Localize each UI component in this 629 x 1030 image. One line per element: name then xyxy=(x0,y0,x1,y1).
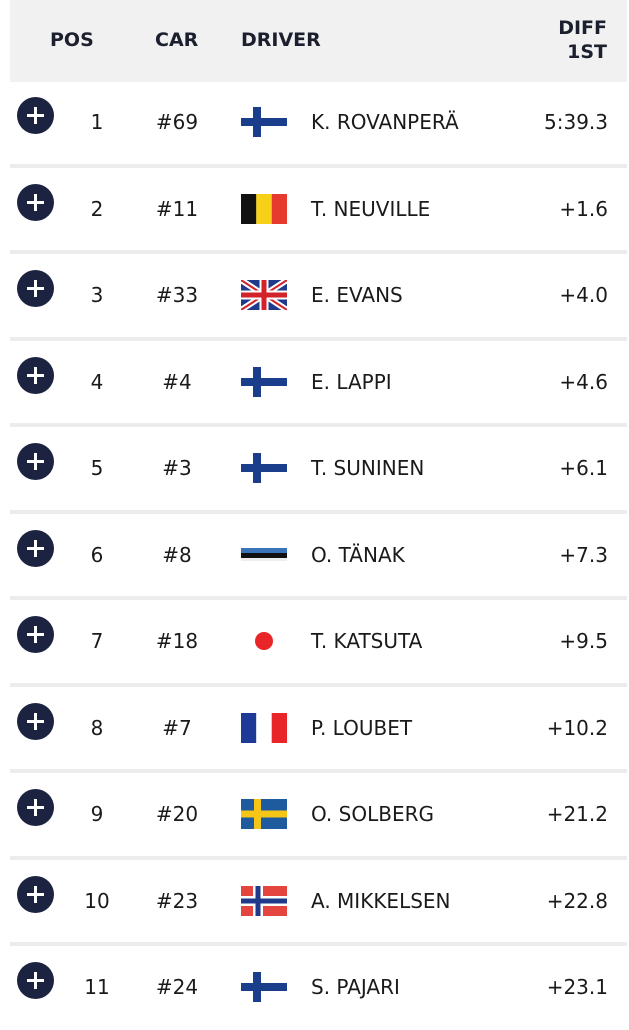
driver-name: T. SUNINEN xyxy=(311,456,425,480)
row-separator xyxy=(10,163,627,168)
position: 1 xyxy=(90,110,104,134)
row-separator xyxy=(10,855,627,860)
flag-icon xyxy=(241,712,287,747)
row-separator xyxy=(10,596,627,600)
position: 5 xyxy=(90,456,104,480)
flag-icon xyxy=(239,277,289,314)
header-pos: POS xyxy=(50,29,94,51)
flag-icon xyxy=(241,799,287,833)
row-separator xyxy=(10,682,627,687)
car-number: #11 xyxy=(155,196,199,221)
driver-name: O. SOLBERG xyxy=(311,802,434,826)
flag-icon xyxy=(241,193,287,228)
position: 11 xyxy=(84,975,110,999)
row-separator xyxy=(10,423,627,427)
car-number: #8 xyxy=(162,542,192,567)
diff-time: +7.3 xyxy=(559,542,608,567)
table-row: 2 #11 T. NEUVILLE +1.6 xyxy=(0,166,629,252)
car-number: #18 xyxy=(155,629,199,653)
row-separator xyxy=(10,509,627,514)
car-number: #3 xyxy=(162,456,192,480)
table-row: 10 #23 A. MIKKELSEN +22.8 xyxy=(0,858,629,944)
driver-name: S. PAJARI xyxy=(311,975,400,999)
position: 10 xyxy=(84,888,110,913)
position: 7 xyxy=(90,629,104,653)
table-row: 4 #4 E. LAPPI +4.6 xyxy=(0,339,629,425)
diff-time: +6.1 xyxy=(559,456,608,480)
position: 6 xyxy=(90,542,104,567)
diff-time: +21.2 xyxy=(546,802,608,826)
row-separator xyxy=(10,336,627,341)
car-number: #7 xyxy=(162,715,192,740)
expand-button[interactable] xyxy=(17,183,54,225)
table-row: 8 #7 P. LOUBET +10.2 xyxy=(0,685,629,771)
table-row: 9 #20 O. SOLBERG +21.2 xyxy=(0,771,629,857)
driver-name: E. EVANS xyxy=(311,283,403,307)
row-separator xyxy=(10,942,627,946)
table-row: 6 #8 O. TÄNAK +7.3 xyxy=(0,512,629,598)
diff-time: +4.0 xyxy=(559,283,608,307)
expand-button[interactable] xyxy=(17,616,54,657)
table-row: 3 #33 E. EVANS +4.0 xyxy=(0,252,629,338)
position: 9 xyxy=(90,802,104,826)
driver-name: P. LOUBET xyxy=(311,715,413,740)
flag-icon xyxy=(241,626,287,660)
flag-icon xyxy=(241,366,287,401)
car-number: #24 xyxy=(155,975,199,999)
expand-button[interactable] xyxy=(17,789,54,830)
diff-time: +4.6 xyxy=(559,369,608,394)
flag-icon xyxy=(241,107,287,141)
diff-time: 5:39.3 xyxy=(544,110,608,134)
expand-button[interactable] xyxy=(17,529,54,571)
car-number: #20 xyxy=(155,802,199,826)
position: 4 xyxy=(90,369,104,394)
car-number: #23 xyxy=(155,888,199,913)
car-number: #69 xyxy=(155,110,199,134)
table-header: POS CAR DRIVER DIFF 1ST xyxy=(10,0,627,82)
expand-button[interactable] xyxy=(17,356,54,398)
driver-name: A. MIKKELSEN xyxy=(311,888,451,913)
diff-time: +23.1 xyxy=(546,975,608,999)
driver-name: K. ROVANPERÄ xyxy=(311,110,459,134)
table-row: 11 #24 S. PAJARI +23.1 xyxy=(0,944,629,1030)
header-car: CAR xyxy=(155,29,199,51)
position: 3 xyxy=(90,283,104,307)
flag-icon xyxy=(241,885,287,920)
header-diff: DIFF 1ST xyxy=(558,17,607,63)
driver-name: E. LAPPI xyxy=(311,369,392,394)
car-number: #33 xyxy=(155,283,199,307)
table-row: 1 #69 K. ROVANPERÄ 5:39.3 xyxy=(0,79,629,165)
expand-button[interactable] xyxy=(17,702,54,744)
diff-time: +1.6 xyxy=(559,196,608,221)
flag-icon xyxy=(241,540,287,574)
position: 2 xyxy=(90,196,104,221)
diff-time: +9.5 xyxy=(559,629,608,653)
expand-button[interactable] xyxy=(17,443,54,484)
diff-time: +22.8 xyxy=(546,888,608,913)
row-separator xyxy=(10,250,627,254)
expand-button[interactable] xyxy=(17,270,54,311)
expand-button[interactable] xyxy=(17,875,54,917)
table-row: 7 #18 T. KATSUTA +9.5 xyxy=(0,598,629,684)
expand-button[interactable] xyxy=(17,962,54,1003)
car-number: #4 xyxy=(162,369,192,394)
flag-icon xyxy=(241,453,287,487)
row-separator xyxy=(10,769,627,773)
driver-name: T. KATSUTA xyxy=(311,629,423,653)
driver-name: O. TÄNAK xyxy=(311,542,405,567)
header-driver: DRIVER xyxy=(241,29,321,51)
driver-name: T. NEUVILLE xyxy=(311,196,431,221)
diff-time: +10.2 xyxy=(546,715,608,740)
flag-icon xyxy=(241,972,287,1006)
position: 8 xyxy=(90,715,104,740)
table-row: 5 #3 T. SUNINEN +6.1 xyxy=(0,425,629,511)
expand-button[interactable] xyxy=(17,97,54,138)
